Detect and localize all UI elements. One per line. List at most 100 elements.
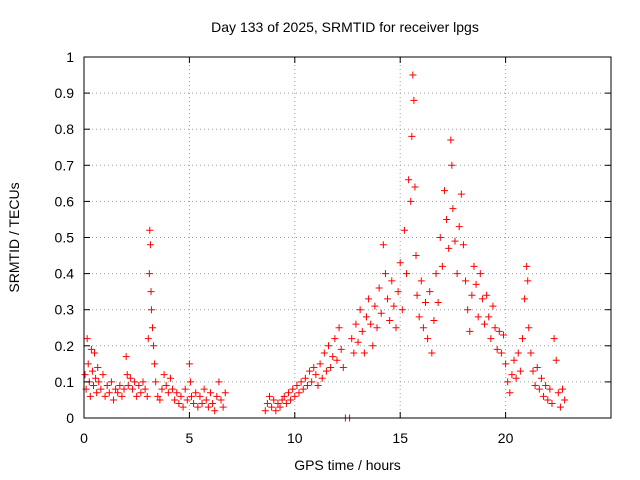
y-tick-label: 0.5 — [55, 230, 75, 246]
data-point — [270, 396, 278, 404]
data-point — [301, 374, 309, 382]
data-point — [308, 378, 316, 386]
data-point — [266, 392, 274, 400]
data-point — [149, 324, 157, 332]
data-point — [356, 306, 364, 314]
data-point — [276, 403, 284, 411]
data-point — [354, 338, 362, 346]
data-point — [88, 367, 96, 375]
data-point — [206, 389, 214, 397]
data-point — [314, 382, 322, 390]
data-point — [358, 327, 366, 335]
data-point — [403, 270, 411, 278]
data-point — [287, 396, 295, 404]
data-point — [124, 382, 132, 390]
data-point — [453, 270, 461, 278]
data-point — [481, 320, 489, 328]
data-point — [92, 374, 100, 382]
data-point — [316, 360, 324, 368]
data-point — [139, 378, 147, 386]
data-point — [487, 335, 495, 343]
data-point — [499, 331, 507, 339]
data-point — [476, 270, 484, 278]
data-point — [474, 313, 482, 321]
data-point — [123, 371, 131, 379]
data-point — [352, 320, 360, 328]
y-tick-label: 0.3 — [55, 302, 75, 318]
data-point — [373, 324, 381, 332]
data-point — [179, 403, 187, 411]
data-point — [112, 385, 120, 393]
data-point — [462, 277, 470, 285]
data-point — [183, 396, 191, 404]
data-point — [455, 223, 463, 231]
data-point — [524, 277, 532, 285]
data-point — [94, 363, 102, 371]
data-point — [546, 385, 554, 393]
data-point — [421, 298, 429, 306]
data-point — [396, 259, 404, 267]
data-point — [533, 363, 541, 371]
data-point — [535, 385, 543, 393]
data-point — [552, 356, 560, 364]
data-point — [335, 324, 343, 332]
data-point — [412, 252, 420, 260]
data-point — [272, 407, 280, 415]
data-point — [430, 317, 438, 325]
data-point — [143, 392, 151, 400]
data-point — [432, 270, 440, 278]
y-tick-label: 0.8 — [55, 121, 75, 137]
x-axis-label: GPS time / hours — [294, 457, 401, 473]
data-point — [362, 313, 370, 321]
data-point — [211, 407, 219, 415]
data-point — [388, 277, 396, 285]
data-point — [89, 382, 97, 390]
data-point — [209, 400, 217, 408]
data-point — [514, 349, 522, 357]
data-point — [542, 382, 550, 390]
data-point — [550, 335, 558, 343]
data-point — [506, 389, 514, 397]
data-point — [282, 400, 290, 408]
data-point — [135, 382, 143, 390]
data-point — [120, 385, 128, 393]
data-point — [419, 324, 427, 332]
data-point — [483, 291, 491, 299]
data-point — [529, 367, 537, 375]
x-tick-label: 20 — [498, 430, 514, 446]
y-tick-label: 0.6 — [55, 193, 75, 209]
data-point — [221, 389, 229, 397]
data-point — [284, 389, 292, 397]
y-tick-label: 0.1 — [55, 374, 75, 390]
data-point — [523, 262, 531, 270]
data-point — [556, 403, 564, 411]
data-point — [561, 396, 569, 404]
data-point — [438, 262, 446, 270]
data-point — [303, 382, 311, 390]
data-point — [379, 241, 387, 249]
data-point — [322, 367, 330, 375]
data-point — [531, 382, 539, 390]
data-point — [540, 392, 548, 400]
x-tick-label: 10 — [287, 430, 303, 446]
data-point — [333, 356, 341, 364]
data-point — [99, 371, 107, 379]
data-point — [166, 374, 174, 382]
data-point — [200, 385, 208, 393]
data-point — [188, 392, 196, 400]
data-point — [428, 349, 436, 357]
data-point — [318, 374, 326, 382]
data-point — [280, 392, 288, 400]
data-point — [468, 291, 476, 299]
data-point — [367, 320, 375, 328]
data-point — [164, 389, 172, 397]
data-point — [459, 241, 467, 249]
data-point — [151, 360, 159, 368]
data-point — [110, 396, 118, 404]
data-point — [320, 349, 328, 357]
y-tick-label: 0 — [66, 410, 74, 426]
data-point — [103, 382, 111, 390]
data-point — [497, 349, 505, 357]
data-point — [470, 262, 478, 270]
data-point — [192, 389, 200, 397]
